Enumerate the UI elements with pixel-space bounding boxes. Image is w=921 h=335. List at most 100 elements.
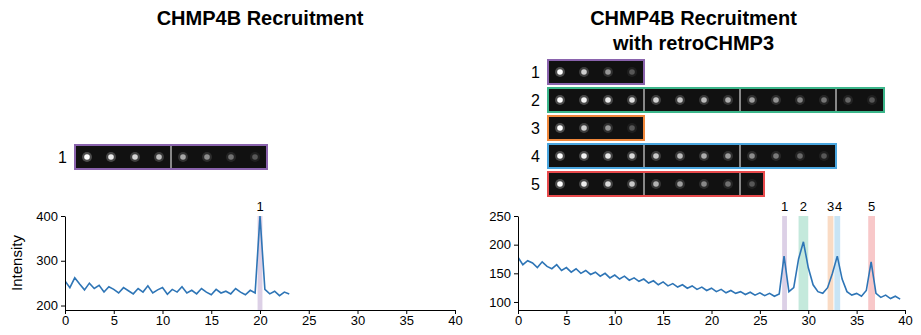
tick: 100 xyxy=(489,295,518,310)
spot-halo xyxy=(154,152,164,162)
y-axis: 100150200250 xyxy=(489,209,518,311)
spot xyxy=(581,97,587,103)
spot-halo xyxy=(627,67,637,77)
strip-border xyxy=(548,60,644,84)
frame-separator xyxy=(644,88,645,112)
strip-background xyxy=(548,144,836,168)
spot-halo xyxy=(675,151,685,161)
spot-halo xyxy=(771,95,781,105)
spot-halo xyxy=(603,151,613,161)
spot xyxy=(581,181,587,187)
strip-background xyxy=(548,88,884,112)
spot-halo xyxy=(202,152,212,162)
spot-halo xyxy=(795,151,805,161)
spot xyxy=(605,97,611,103)
frame-separator xyxy=(644,172,645,196)
tick: 25 xyxy=(753,310,767,328)
spot xyxy=(204,154,210,160)
panel-title: CHMP4B Recruitment xyxy=(157,7,364,29)
tick-label: 30 xyxy=(351,313,365,328)
tick: 40 xyxy=(898,310,912,328)
spot xyxy=(725,153,731,159)
tick-mark xyxy=(514,273,518,274)
spot xyxy=(581,153,587,159)
tick-label: 30 xyxy=(802,313,816,328)
spot xyxy=(773,153,779,159)
tick-label: 200 xyxy=(36,298,58,313)
spot xyxy=(653,181,659,187)
spot-halo xyxy=(819,95,829,105)
highlight-band xyxy=(828,216,834,310)
band-label: 3 xyxy=(827,199,834,214)
spot xyxy=(605,153,611,159)
spot-halo xyxy=(867,95,877,105)
spot-halo xyxy=(579,67,589,77)
spot-halo xyxy=(579,95,589,105)
title-line: with retroCHMP3 xyxy=(612,32,774,54)
spot-halo xyxy=(178,152,188,162)
frame-separator xyxy=(740,144,741,168)
spot xyxy=(180,154,186,160)
spot-halo xyxy=(250,152,260,162)
plot-area xyxy=(65,216,289,310)
spot xyxy=(629,153,635,159)
intensity-line xyxy=(518,242,900,299)
image-strip xyxy=(548,172,764,196)
image-strip xyxy=(548,116,644,140)
panel: 0510152025303540200300400IntensityCHMP4B… xyxy=(8,7,463,328)
band-label: 1 xyxy=(781,199,788,214)
frame-separator xyxy=(836,88,837,112)
image-strip xyxy=(75,145,267,169)
tick: 15 xyxy=(205,310,219,328)
tick-label: 150 xyxy=(489,266,511,281)
spot xyxy=(581,69,587,75)
spot xyxy=(84,154,90,160)
tick: 15 xyxy=(656,310,670,328)
tick: 0 xyxy=(62,310,69,328)
spot xyxy=(677,181,683,187)
spot xyxy=(605,181,611,187)
spot-halo xyxy=(555,151,565,161)
spot xyxy=(557,69,563,75)
spot-halo xyxy=(675,179,685,189)
spot xyxy=(749,97,755,103)
spot-halo xyxy=(603,123,613,133)
tick-label: 400 xyxy=(36,209,58,224)
strip-label: 1 xyxy=(531,64,540,81)
tick: 40 xyxy=(448,310,462,328)
spot xyxy=(557,153,563,159)
tick: 30 xyxy=(802,310,816,328)
spot xyxy=(228,154,234,160)
tick-label: 10 xyxy=(156,313,170,328)
band-label: 1 xyxy=(256,199,263,214)
tick: 10 xyxy=(156,310,170,328)
spot-halo xyxy=(723,151,733,161)
image-strip xyxy=(548,60,644,84)
spot-halo xyxy=(579,151,589,161)
panel-title: CHMP4B Recruitmentwith retroCHMP3 xyxy=(590,7,797,54)
spot-halo xyxy=(651,151,661,161)
spot xyxy=(653,153,659,159)
spot-halo xyxy=(555,123,565,133)
tick-mark xyxy=(514,245,518,246)
tick-mark xyxy=(514,216,518,217)
tick: 5 xyxy=(563,310,570,328)
spot-halo xyxy=(651,179,661,189)
tick-label: 25 xyxy=(302,313,316,328)
tick: 300 xyxy=(36,253,65,268)
tick: 25 xyxy=(302,310,316,328)
spot-halo xyxy=(603,179,613,189)
tick-label: 20 xyxy=(705,313,719,328)
spot xyxy=(629,97,635,103)
x-axis: 0510152025303540 xyxy=(62,310,463,328)
tick-label: 35 xyxy=(400,313,414,328)
spot-halo xyxy=(555,179,565,189)
spot-halo xyxy=(651,95,661,105)
intensity-line xyxy=(65,216,289,296)
strip-background xyxy=(75,145,267,169)
tick-mark xyxy=(61,216,65,217)
spot-halo xyxy=(627,179,637,189)
spot xyxy=(749,181,755,187)
tick-mark xyxy=(514,302,518,303)
spot xyxy=(773,97,779,103)
